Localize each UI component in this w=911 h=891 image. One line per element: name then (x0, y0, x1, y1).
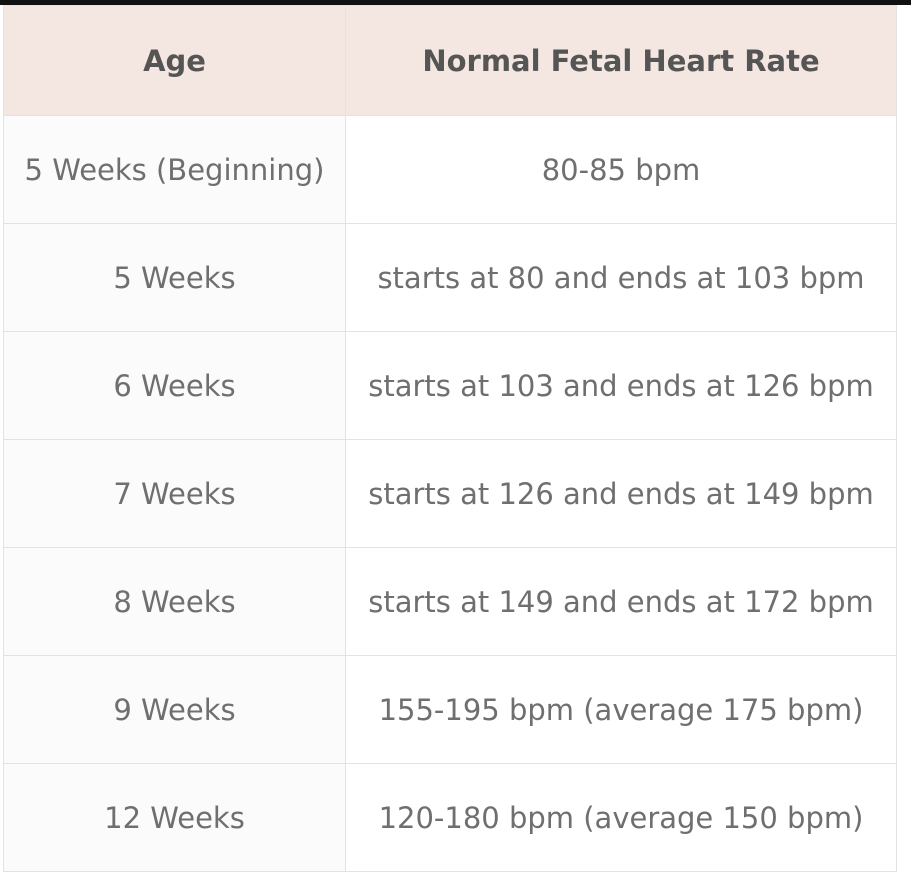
age-cell: 12 Weeks (3, 763, 346, 872)
header-row: Age Normal Fetal Heart Rate (3, 5, 897, 116)
age-cell: 9 Weeks (3, 655, 346, 764)
table-row: 5 Weeks starts at 80 and ends at 103 bpm (3, 223, 897, 332)
age-cell: 5 Weeks (Beginning) (3, 115, 346, 224)
rate-cell: 155-195 bpm (average 175 bpm) (345, 655, 897, 764)
table-row: 6 Weeks starts at 103 and ends at 126 bpm (3, 331, 897, 440)
rate-cell: starts at 103 and ends at 126 bpm (345, 331, 897, 440)
rate-cell: starts at 149 and ends at 172 bpm (345, 547, 897, 656)
rate-cell: starts at 126 and ends at 149 bpm (345, 439, 897, 548)
rate-cell: starts at 80 and ends at 103 bpm (345, 223, 897, 332)
table-body: 5 Weeks (Beginning) 80-85 bpm 5 Weeks start… (3, 115, 897, 872)
rate-cell: 120-180 bpm (average 150 bpm) (345, 763, 897, 872)
table-row: 8 Weeks starts at 149 and ends at 172 bpm (3, 547, 897, 656)
age-cell: 8 Weeks (3, 547, 346, 656)
table-row: 12 Weeks 120-180 bpm (average 150 bpm) (3, 763, 897, 872)
table-row: 7 Weeks starts at 126 and ends at 149 bpm (3, 439, 897, 548)
header-cell: Age (3, 5, 346, 116)
header-cell: Normal Fetal Heart Rate (345, 5, 897, 116)
age-cell: 7 Weeks (3, 439, 346, 548)
age-cell: 5 Weeks (3, 223, 346, 332)
rate-cell: 80-85 bpm (345, 115, 897, 224)
table-row: 5 Weeks (Beginning) 80-85 bpm (3, 115, 897, 224)
top-border (0, 0, 911, 5)
age-cell: 6 Weeks (3, 331, 346, 440)
heart-rate-table: Age Normal Fetal Heart Rate 5 Weeks (Begi… (3, 5, 897, 872)
table-row: 9 Weeks 155-195 bpm (average 175 bpm) (3, 655, 897, 764)
